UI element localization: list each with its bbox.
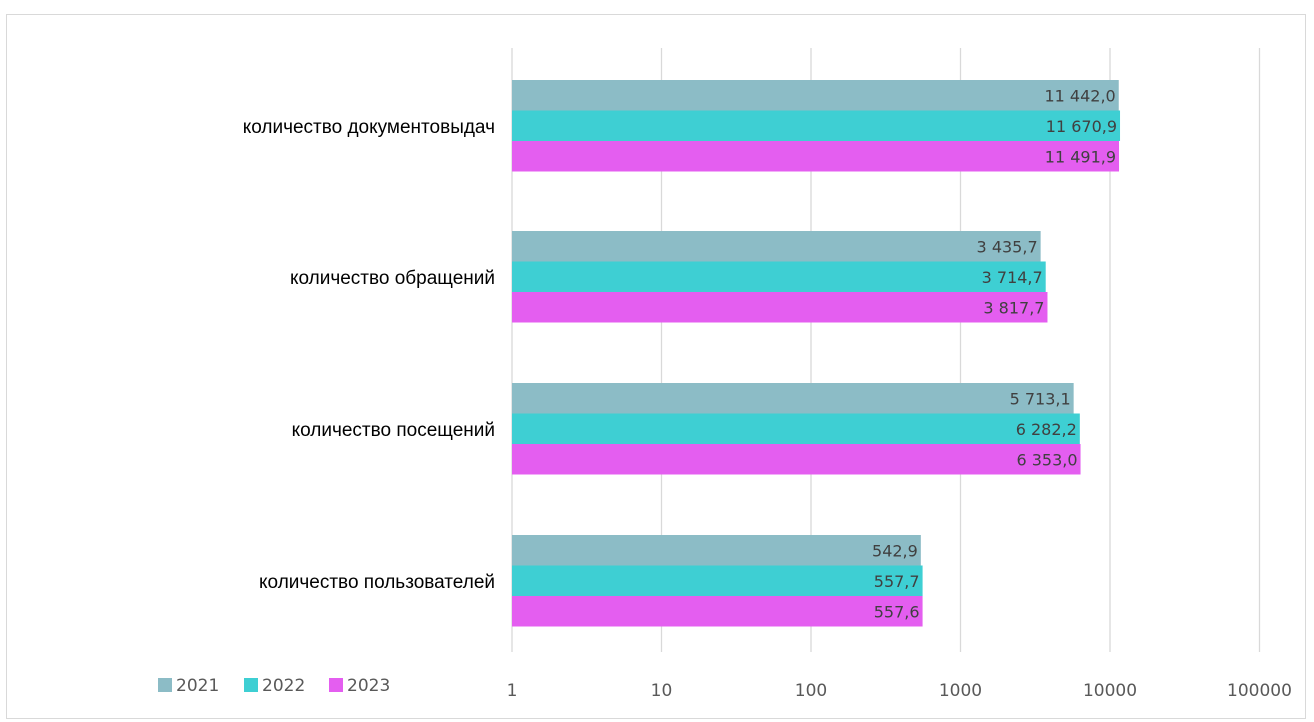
x-tick-10: 10 [651, 681, 673, 701]
bar-2021-3 [512, 535, 921, 566]
category-label-0: количество документовыдач [243, 117, 495, 138]
x-tick-1: 1 [507, 681, 518, 701]
bar-2021-1 [512, 231, 1041, 262]
bar-2022-3 [512, 565, 923, 596]
data-label-2021-3: 542,9 [872, 541, 918, 560]
x-tick-labels: 1 10 100 1000 10000 100000 [507, 681, 1292, 701]
legend-label-2023: 2023 [347, 676, 390, 696]
data-label-2021-1: 3 435,7 [977, 237, 1038, 256]
bar-2023-0 [512, 141, 1120, 172]
legend-swatch-2023 [329, 678, 343, 692]
bar-2023-2 [512, 444, 1081, 475]
data-labels: 11 442,0 11 670,9 11 491,9 3 435,7 3 714,7 3 … [872, 86, 1117, 621]
bar-2022-2 [512, 413, 1080, 444]
legend-label-2021: 2021 [176, 676, 219, 696]
x-tick-10000: 10000 [1083, 681, 1137, 701]
x-tick-100: 100 [795, 681, 827, 701]
data-label-2022-3: 557,7 [874, 572, 920, 591]
data-label-2021-0: 11 442,0 [1044, 86, 1115, 105]
data-label-2023-2: 6 353,0 [1016, 450, 1077, 469]
bar-2023-3 [512, 596, 923, 627]
category-label-1: количество обращений [290, 268, 495, 289]
bar-2021-0 [512, 80, 1119, 111]
category-label-2: количество посещений [292, 420, 495, 441]
data-label-2021-2: 5 713,1 [1010, 389, 1071, 408]
bar-2022-0 [512, 110, 1121, 141]
data-label-2022-1: 3 714,7 [982, 268, 1043, 287]
data-label-2023-3: 557,6 [874, 602, 920, 621]
category-labels: количество документовыдач количество обра… [243, 117, 495, 593]
legend-label-2022: 2022 [262, 676, 305, 696]
data-label-2022-2: 6 282,2 [1016, 420, 1077, 439]
legend: 2021 2022 2023 [158, 676, 390, 696]
data-label-2023-1: 3 817,7 [983, 298, 1044, 317]
bar-2023-1 [512, 292, 1048, 323]
x-tick-100000: 100000 [1227, 681, 1292, 701]
bar-2021-2 [512, 383, 1074, 414]
legend-swatch-2021 [158, 678, 172, 692]
data-label-2022-0: 11 670,9 [1046, 117, 1117, 136]
legend-swatch-2022 [244, 678, 258, 692]
x-tick-1000: 1000 [939, 681, 982, 701]
bar-2022-1 [512, 261, 1046, 292]
bars [512, 80, 1121, 627]
data-label-2023-0: 11 491,9 [1045, 147, 1116, 166]
category-label-3: количество пользователей [259, 572, 495, 593]
